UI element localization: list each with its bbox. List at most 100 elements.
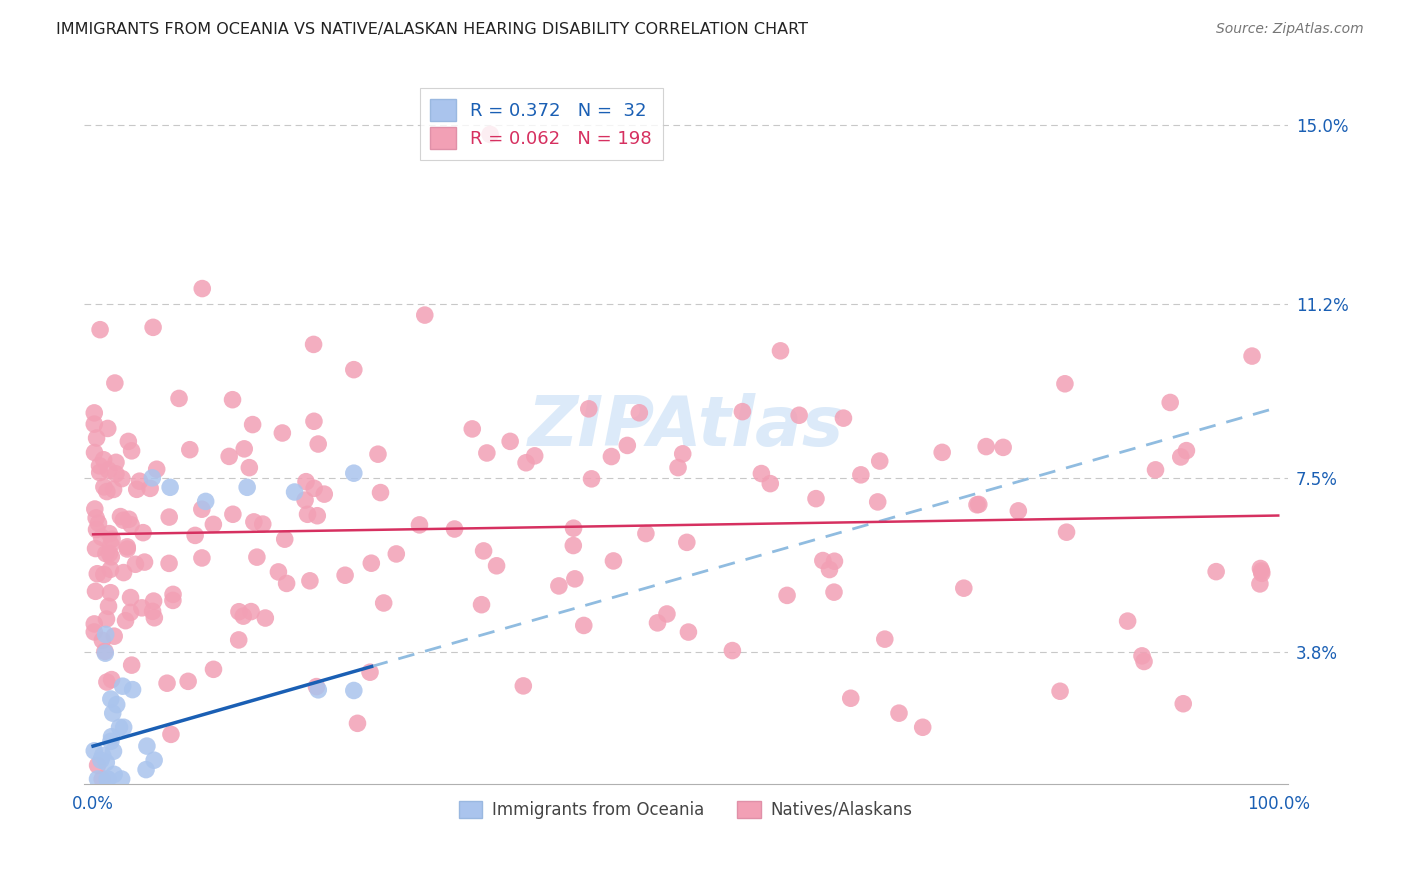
Point (267, 565, 290, 579)
Point (118, 512, 141, 526)
Point (1133, 655, 1156, 669)
Point (139, 482, 162, 496)
Point (818, 563, 841, 577)
Point (97, 772, 120, 786)
Point (271, 425, 294, 440)
Point (100, 730, 122, 744)
Point (1241, 349, 1264, 363)
Point (228, 605, 250, 619)
Point (952, 581, 974, 595)
Point (616, 438, 638, 452)
Point (124, 558, 146, 572)
Point (96, 756, 118, 770)
Point (103, 483, 125, 497)
Point (634, 526, 657, 541)
Point (1173, 697, 1195, 711)
Point (1170, 450, 1192, 464)
Point (228, 632, 250, 647)
Point (96, 484, 118, 499)
Point (515, 456, 537, 470)
Point (96, 772, 118, 786)
Point (184, 528, 207, 542)
Point (96, 612, 118, 626)
Point (647, 615, 669, 630)
Point (97, 421, 120, 435)
Point (94, 547, 117, 561)
Point (100, 585, 122, 599)
Point (90, 530, 112, 544)
Point (100, 734, 122, 748)
Point (276, 576, 298, 591)
Point (222, 508, 245, 522)
Point (408, 517, 430, 532)
Point (512, 679, 534, 693)
Point (1049, 684, 1071, 698)
Point (157, 510, 180, 524)
Point (100, 692, 122, 706)
Point (84, 511, 107, 525)
Point (443, 522, 465, 536)
Point (314, 487, 336, 501)
Point (103, 744, 125, 758)
Point (177, 674, 200, 689)
Point (101, 532, 124, 546)
Point (1007, 504, 1029, 518)
Point (159, 480, 181, 494)
Point (776, 588, 799, 602)
Point (1053, 376, 1076, 391)
Point (295, 475, 318, 489)
Point (86, 431, 108, 445)
Point (242, 417, 264, 432)
Point (91, 633, 114, 648)
Point (832, 411, 855, 425)
Point (112, 513, 135, 527)
Point (93, 480, 115, 494)
Point (333, 568, 356, 582)
Point (479, 128, 502, 142)
Point (110, 509, 132, 524)
Point (91, 772, 114, 786)
Point (284, 485, 307, 500)
Point (90, 753, 112, 767)
Point (117, 541, 139, 556)
Point (233, 442, 256, 456)
Point (94, 646, 117, 660)
Point (367, 447, 389, 461)
Point (89, 323, 111, 337)
Point (675, 535, 697, 549)
Point (967, 498, 990, 512)
Point (125, 483, 148, 497)
Point (562, 539, 585, 553)
Point (294, 493, 316, 508)
Point (84, 584, 107, 599)
Point (866, 495, 889, 509)
Point (221, 392, 243, 407)
Point (142, 320, 165, 334)
Point (1159, 395, 1181, 409)
Point (343, 466, 366, 480)
Point (373, 596, 395, 610)
Point (105, 698, 128, 712)
Point (811, 553, 834, 567)
Point (751, 467, 773, 481)
Point (104, 455, 127, 469)
Point (86, 758, 108, 772)
Point (145, 462, 167, 476)
Point (274, 532, 297, 546)
Point (91, 748, 114, 763)
Point (112, 720, 135, 734)
Point (120, 517, 142, 532)
Point (162, 587, 184, 601)
Point (302, 414, 325, 428)
Point (114, 614, 136, 628)
Point (93, 452, 115, 467)
Point (86, 523, 108, 537)
Point (160, 727, 183, 741)
Point (472, 544, 495, 558)
Point (305, 680, 328, 694)
Point (142, 594, 165, 608)
Point (475, 446, 498, 460)
Point (600, 450, 623, 464)
Point (108, 720, 131, 734)
Point (655, 607, 678, 621)
